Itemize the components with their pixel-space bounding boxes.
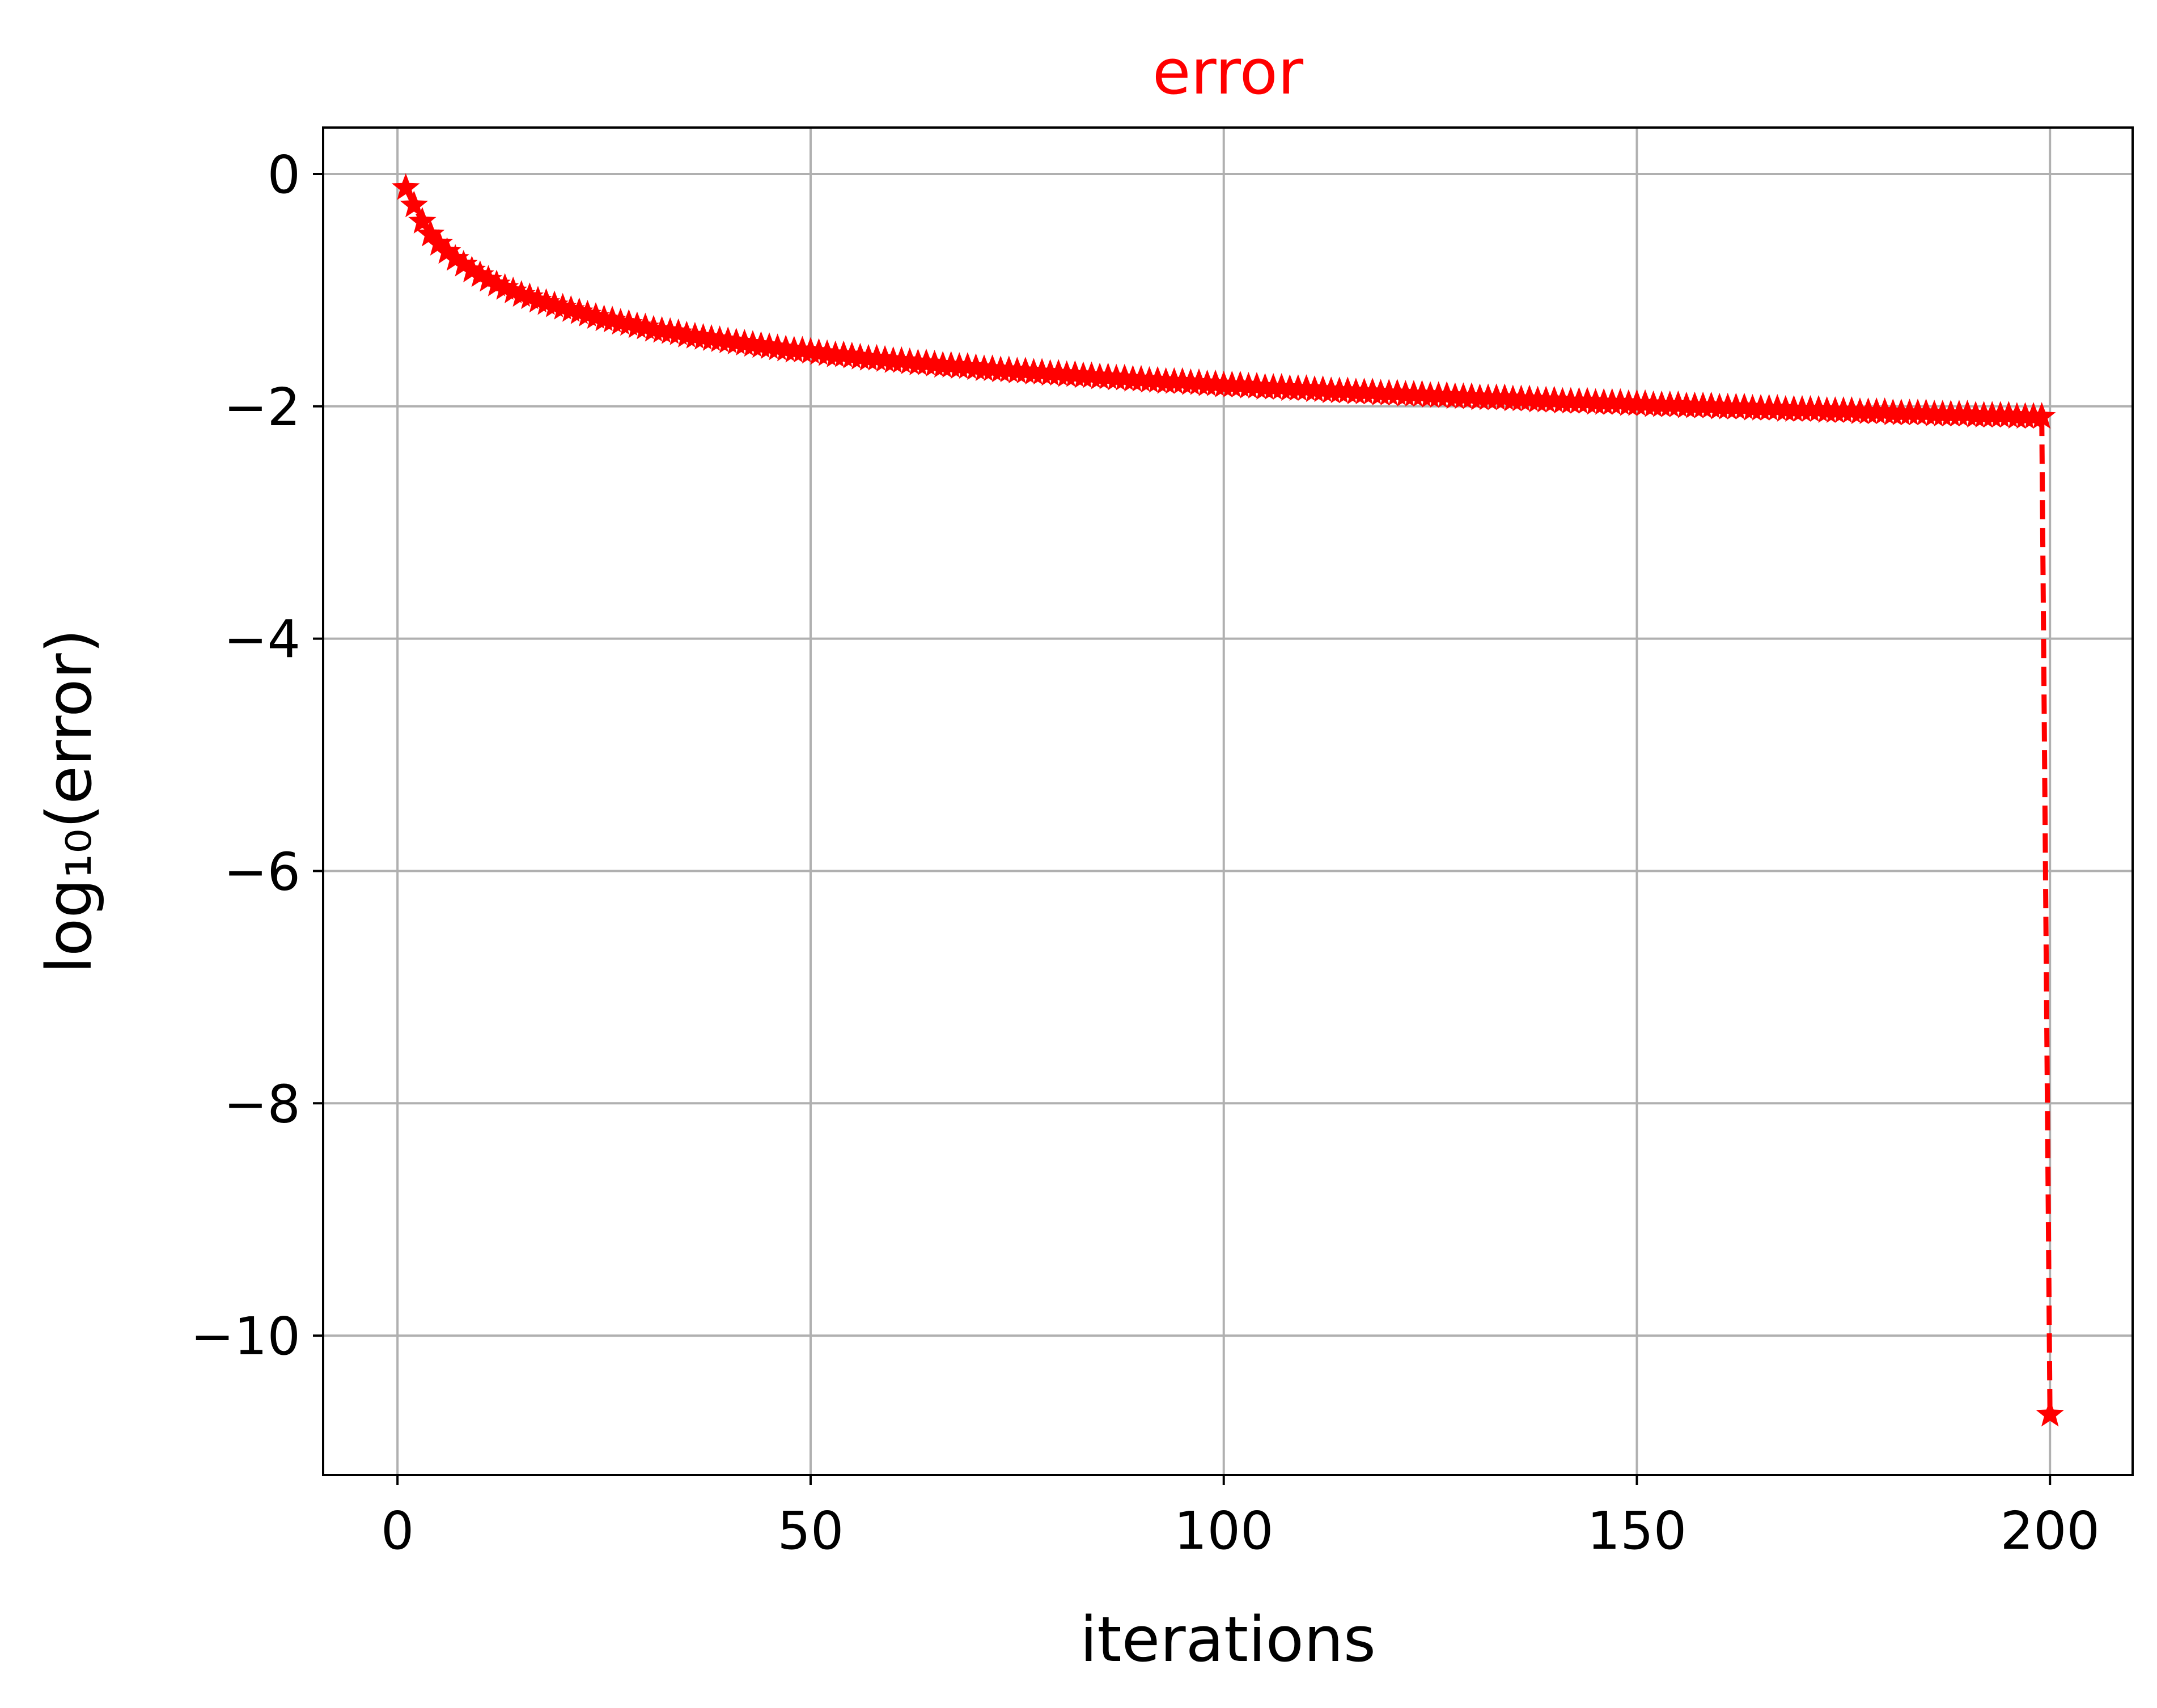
ticks: 0 50 100 150 200 0 −2 −4 −6 −8 −10 [190, 145, 2100, 1561]
data-point-marker [450, 249, 478, 277]
data-point-marker [425, 228, 453, 256]
y-axis-label: log₁₀(error) [33, 629, 105, 973]
y-tick-label: −4 [223, 609, 300, 670]
data-point-marker [433, 237, 461, 264]
data-point-marker [466, 260, 494, 287]
axes-frame [322, 126, 2134, 1476]
data-point-marker [400, 190, 429, 218]
data-point-marker [416, 219, 445, 247]
y-tick-label: −6 [223, 841, 300, 902]
y-tick-label: −10 [190, 1306, 300, 1367]
data-point-marker [482, 269, 511, 296]
data-point-marker [408, 207, 437, 234]
data-point-marker [515, 282, 544, 310]
x-tick-label: 150 [1587, 1501, 1687, 1561]
data-point-marker [2036, 1400, 2064, 1427]
data-point-marker [457, 256, 486, 283]
y-tick-label: −2 [223, 377, 300, 438]
data-point-marker [499, 276, 527, 303]
plot-area [392, 173, 2064, 1427]
grid-lines [323, 128, 2133, 1475]
y-tick-label: 0 [267, 145, 300, 205]
data-point-marker [2027, 402, 2056, 429]
x-axis-label: iterations [1080, 1603, 1376, 1676]
chart-title: error [1152, 36, 1304, 108]
x-tick-label: 100 [1174, 1501, 1274, 1561]
x-tick-label: 0 [381, 1501, 414, 1561]
data-point-marker [441, 244, 469, 271]
data-point-marker [490, 273, 519, 300]
x-tick-label: 200 [2000, 1501, 2100, 1561]
x-tick-label: 50 [777, 1501, 844, 1561]
data-point-marker [474, 265, 503, 292]
y-tick-label: −8 [223, 1074, 300, 1134]
data-point-marker [392, 173, 420, 200]
